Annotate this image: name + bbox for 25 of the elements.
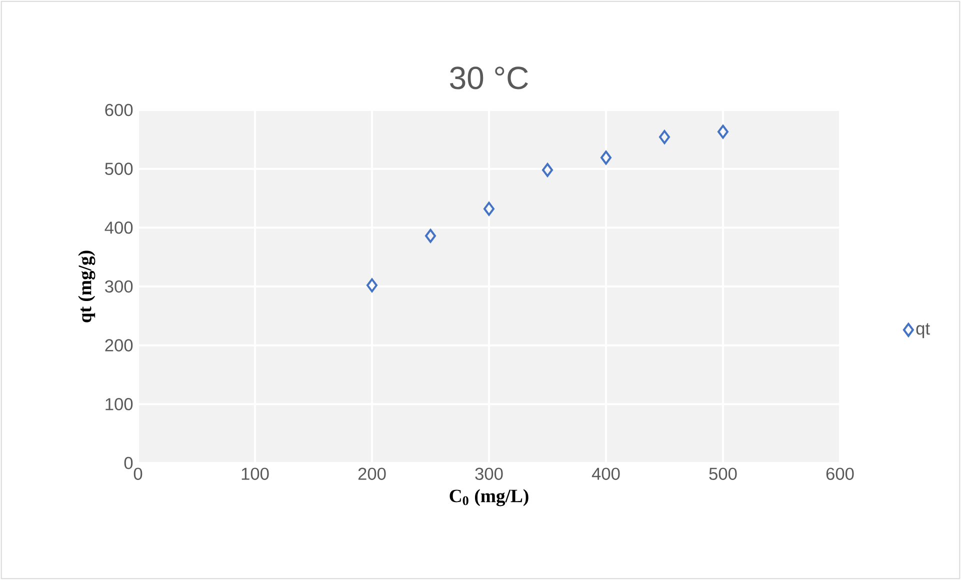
x-tick-label: 300 (475, 468, 503, 480)
x-tick-label: 100 (242, 468, 269, 480)
chart-title: 30 °C (450, 66, 528, 90)
legend-label: qt (916, 323, 930, 338)
x-tick-label: 200 (358, 468, 386, 480)
point (600, 150, 612, 165)
point (366, 278, 378, 292)
y-tick-label: 500 (105, 162, 133, 175)
y-axis-title: qt (mg/g) (78, 250, 96, 322)
point (424, 228, 436, 243)
x-tick-label: 400 (592, 468, 620, 480)
y-tick-label: 300 (105, 280, 133, 293)
point (659, 130, 670, 144)
point (542, 163, 553, 178)
y-tick-label: 600 (105, 104, 133, 116)
y-tick-label: 0 (124, 456, 133, 470)
x-tick-label: 500 (709, 468, 737, 480)
x-tick-label: 0 (134, 468, 142, 480)
y-tick-label: 400 (104, 222, 133, 234)
point (717, 124, 728, 139)
y-tick-label: 100 (106, 398, 133, 410)
x-tick-label: 600 (826, 468, 854, 480)
point (484, 202, 494, 216)
y-tick-label: 200 (105, 339, 133, 352)
x-axis-title: C$_{0}$ (mg/L) (450, 489, 528, 506)
